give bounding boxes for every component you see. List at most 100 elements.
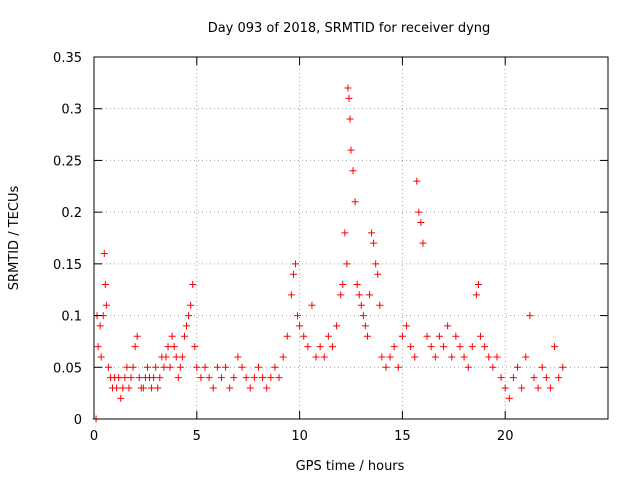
data-point [125,384,133,392]
data-point [324,332,332,340]
data-point [456,343,464,351]
data-point [271,363,279,371]
data-point [346,115,354,123]
data-point [162,353,170,361]
data-point [417,218,425,226]
data-point [148,384,156,392]
data-point [344,84,352,92]
data-point [337,291,345,299]
data-point [283,332,291,340]
data-point [152,363,160,371]
data-point [250,374,258,382]
data-point [164,343,172,351]
data-point [538,363,546,371]
data-point [435,332,443,340]
data-point [522,353,530,361]
data-point [166,363,174,371]
data-point [291,260,299,268]
data-point [363,332,371,340]
y-tick-label: 0 [74,413,82,428]
y-tick-label: 0.35 [53,51,82,66]
x-tick-label: 5 [193,429,201,444]
grid-lines [94,57,608,419]
data-point [104,363,112,371]
data-point [555,374,563,382]
data-point [131,343,139,351]
data-point [357,301,365,309]
data-point [419,239,427,247]
data-point [361,322,369,330]
data-point [234,353,242,361]
data-point [394,363,402,371]
data-point [174,374,182,382]
data-point [156,374,164,382]
data-point [415,208,423,216]
data-point [333,322,341,330]
data-point [353,281,361,289]
data-point [345,94,353,102]
data-point [366,291,374,299]
data-point [189,281,197,289]
data-point [300,332,308,340]
data-point [94,343,102,351]
data-point [343,260,351,268]
x-tick-label: 0 [90,429,98,444]
data-point [209,384,217,392]
data-point [226,384,234,392]
data-point [347,146,355,154]
data-point [121,374,129,382]
data-point [444,322,452,330]
data-point [368,229,376,237]
data-point [542,374,550,382]
data-point [372,260,380,268]
data-point [238,363,246,371]
data-point [133,332,141,340]
data-point [115,374,123,382]
data-point [403,322,411,330]
data-point [427,343,435,351]
data-point [440,343,448,351]
data-point [263,384,271,392]
data-point [559,363,567,371]
data-point [359,312,367,320]
data-point [472,291,480,299]
data-point [191,343,199,351]
data-point [97,353,105,361]
data-point [390,343,398,351]
data-point [230,374,238,382]
data-point [185,312,193,320]
data-point [172,353,180,361]
data-point [316,343,324,351]
data-point [339,281,347,289]
data-point [477,332,485,340]
data-point [530,374,538,382]
data-point [119,384,127,392]
data-point [468,343,476,351]
data-point [101,281,109,289]
data-point [341,229,349,237]
plot-border [93,56,609,420]
data-point [351,198,359,206]
y-tick-label: 0.05 [53,361,82,376]
data-point [296,322,304,330]
data-point [509,374,517,382]
data-point [275,374,283,382]
data-point [485,353,493,361]
data-point [205,374,213,382]
data-point [259,374,267,382]
data-point [154,384,162,392]
data-points [92,84,567,423]
x-tick-label: 15 [394,429,411,444]
data-point [411,353,419,361]
data-point [497,374,505,382]
data-point [474,281,482,289]
data-point [349,167,357,175]
x-tick-label: 20 [497,429,514,444]
data-point [376,301,384,309]
data-point [197,374,205,382]
data-point [386,353,394,361]
data-point [246,384,254,392]
y-tick-label: 0.25 [53,154,82,169]
data-point [100,250,108,258]
data-point [242,374,250,382]
